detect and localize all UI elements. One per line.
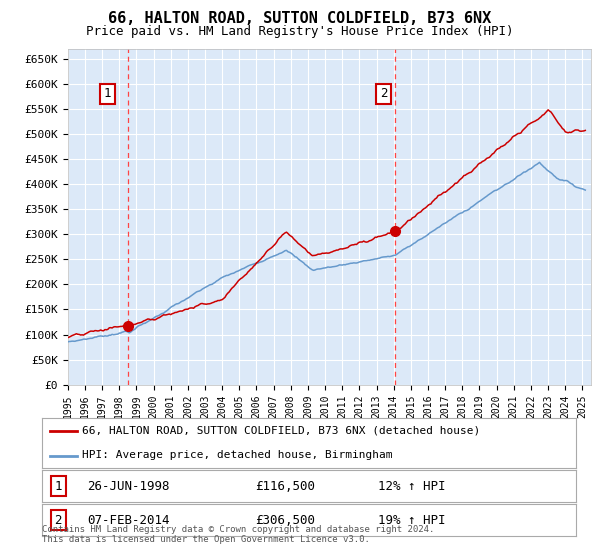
- Text: £306,500: £306,500: [256, 514, 316, 526]
- Text: 2: 2: [54, 514, 62, 526]
- Text: Contains HM Land Registry data © Crown copyright and database right 2024.
This d: Contains HM Land Registry data © Crown c…: [42, 525, 434, 544]
- Text: 1: 1: [104, 87, 111, 100]
- Text: 1: 1: [54, 479, 62, 492]
- Text: HPI: Average price, detached house, Birmingham: HPI: Average price, detached house, Birm…: [82, 450, 392, 460]
- Text: 12% ↑ HPI: 12% ↑ HPI: [379, 479, 446, 492]
- Text: 07-FEB-2014: 07-FEB-2014: [88, 514, 170, 526]
- Text: 2: 2: [380, 87, 387, 100]
- Text: £116,500: £116,500: [256, 479, 316, 492]
- Text: 19% ↑ HPI: 19% ↑ HPI: [379, 514, 446, 526]
- Text: 66, HALTON ROAD, SUTTON COLDFIELD, B73 6NX: 66, HALTON ROAD, SUTTON COLDFIELD, B73 6…: [109, 11, 491, 26]
- Text: 26-JUN-1998: 26-JUN-1998: [88, 479, 170, 492]
- Text: Price paid vs. HM Land Registry's House Price Index (HPI): Price paid vs. HM Land Registry's House …: [86, 25, 514, 38]
- Text: 66, HALTON ROAD, SUTTON COLDFIELD, B73 6NX (detached house): 66, HALTON ROAD, SUTTON COLDFIELD, B73 6…: [82, 426, 481, 436]
